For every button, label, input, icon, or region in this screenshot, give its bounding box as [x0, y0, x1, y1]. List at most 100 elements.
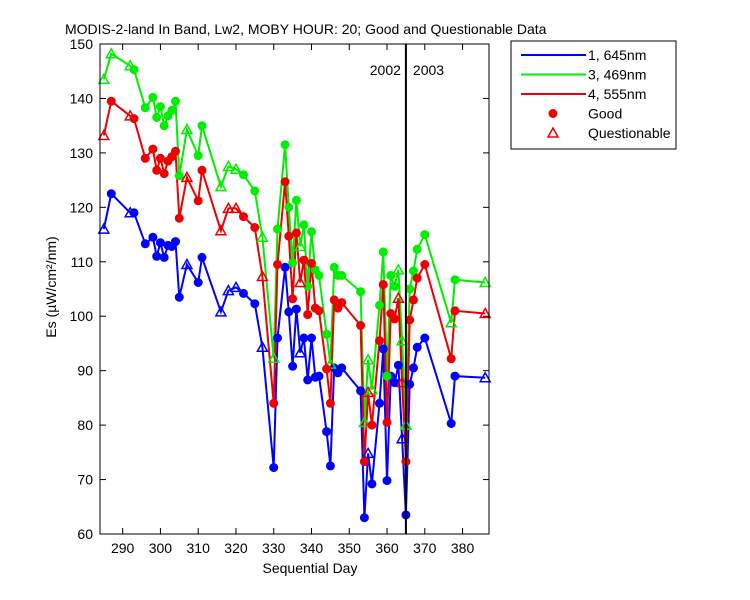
y-tick-label: 130	[70, 145, 94, 161]
point-good-s2-12	[171, 96, 180, 106]
point-good-s1-6	[148, 232, 158, 242]
point-questionable-s2-1	[97, 72, 111, 85]
axes: 290 300 310 320 330 340 350 360 370 380 60 70 80 90 10…	[70, 36, 490, 556]
y-tick-label: 120	[70, 199, 94, 215]
point-good-s2-39	[337, 270, 347, 280]
point-good-s2-57	[450, 275, 460, 285]
point-good-s1-13	[174, 292, 184, 302]
point-questionable-s2-29	[293, 239, 307, 252]
point-good-s1-41	[359, 513, 369, 523]
point-questionable-s3-18	[222, 201, 235, 214]
point-good-s1-57	[450, 371, 460, 381]
point-good-s2-16	[197, 121, 207, 131]
y-tick-label: 150	[70, 36, 94, 52]
point-good-s1-20	[239, 288, 248, 298]
legend-label-1: 1, 645nm	[588, 47, 646, 63]
point-good-s1-39	[337, 363, 347, 373]
point-questionable-s2-41	[358, 415, 371, 428]
point-questionable-s3-50	[395, 376, 409, 388]
point-good-s3-15	[193, 196, 203, 206]
point-good-s1-54	[412, 342, 422, 352]
point-good-s3-32	[307, 258, 316, 268]
chart-title: MODIS-2-land In Band, Lw2, MOBY HOUR: 20…	[65, 21, 547, 37]
legend-good-marker	[548, 109, 558, 118]
x-tick-label: 370	[413, 540, 437, 556]
point-good-s1-25	[280, 262, 290, 272]
point-good-s2-28	[291, 195, 301, 205]
point-questionable-s1-1	[97, 222, 111, 234]
x-tick-label: 360	[375, 540, 399, 556]
plot-area: 2002 2003	[97, 44, 492, 534]
x-tick-label: 310	[187, 540, 211, 556]
point-questionable-s2-50	[395, 334, 409, 346]
point-questionable-s1-58	[478, 371, 492, 383]
point-good-s1-12	[171, 237, 180, 247]
point-questionable-s1-42	[361, 446, 375, 459]
point-good-s2-53	[409, 266, 418, 276]
point-good-s3-44	[375, 336, 384, 346]
point-questionable-s2-2	[105, 47, 118, 59]
point-questionable-s2-19	[229, 162, 243, 174]
point-good-s2-24	[273, 224, 282, 234]
point-questionable-s3-42	[361, 385, 375, 398]
point-good-s2-11	[167, 105, 177, 115]
point-good-s3-4	[129, 114, 139, 124]
point-good-s2-4	[129, 65, 139, 75]
point-good-s1-5	[140, 239, 150, 249]
point-questionable-s2-42	[361, 353, 375, 365]
point-good-s3-55	[420, 260, 430, 269]
point-questionable-s3-1	[97, 128, 111, 141]
point-questionable-s2-23	[267, 351, 280, 363]
point-good-s1-21	[250, 299, 260, 309]
point-good-s1-40	[356, 386, 366, 396]
point-good-s3-31	[303, 310, 313, 320]
point-good-s3-27	[288, 294, 298, 304]
point-good-s3-35	[322, 364, 332, 374]
point-good-s3-36	[325, 398, 335, 408]
point-good-s2-25	[280, 140, 290, 150]
point-good-s1-35	[322, 427, 332, 437]
point-good-s1-44	[375, 398, 384, 408]
x-tick-label: 330	[262, 540, 286, 556]
point-questionable-s2-18	[222, 159, 235, 172]
point-questionable-s2-22	[256, 230, 269, 243]
point-good-s3-30	[299, 255, 309, 265]
point-good-s3-40	[356, 321, 366, 330]
legend-questionable-marker	[546, 126, 560, 138]
point-questionable-s3-22	[256, 269, 269, 282]
point-questionable-s1-17	[214, 305, 228, 317]
point-good-s1-55	[420, 333, 430, 343]
x-axis-label: Sequential Day	[263, 560, 358, 576]
point-good-s3-26	[284, 231, 294, 241]
point-questionable-s1-29	[293, 346, 307, 358]
point-good-s1-49	[393, 360, 403, 370]
point-good-s2-44	[375, 300, 384, 310]
point-good-s1-45	[378, 344, 388, 354]
point-good-s1-43	[367, 479, 377, 489]
point-good-s1-27	[288, 361, 298, 371]
point-questionable-s2-14	[180, 122, 194, 135]
point-questionable-s1-22	[256, 340, 269, 353]
point-good-s2-5	[140, 103, 150, 113]
point-good-s3-24	[273, 260, 282, 269]
point-questionable-s3-58	[478, 306, 492, 319]
point-good-s3-2	[106, 96, 116, 106]
point-good-s1-4	[129, 208, 139, 218]
point-questionable-s2-56	[444, 316, 458, 328]
point-good-s2-27	[288, 258, 298, 268]
y-tick-label: 70	[77, 472, 93, 488]
y-axis-label: Es (µW/cm²/nm)	[43, 236, 59, 337]
point-good-s1-23	[269, 463, 279, 473]
point-good-s2-48	[390, 281, 400, 291]
point-good-s1-8	[155, 238, 165, 248]
point-good-s2-6	[148, 92, 158, 102]
point-questionable-s1-19	[229, 280, 243, 293]
x-tick-label: 340	[300, 540, 324, 556]
point-good-s3-41	[359, 457, 369, 467]
legend-label-2: 3, 469nm	[588, 67, 646, 83]
point-good-s2-30	[299, 220, 309, 230]
point-good-s3-28	[291, 228, 301, 238]
year-label-2003: 2003	[413, 62, 444, 78]
y-tick-label: 100	[70, 308, 94, 324]
